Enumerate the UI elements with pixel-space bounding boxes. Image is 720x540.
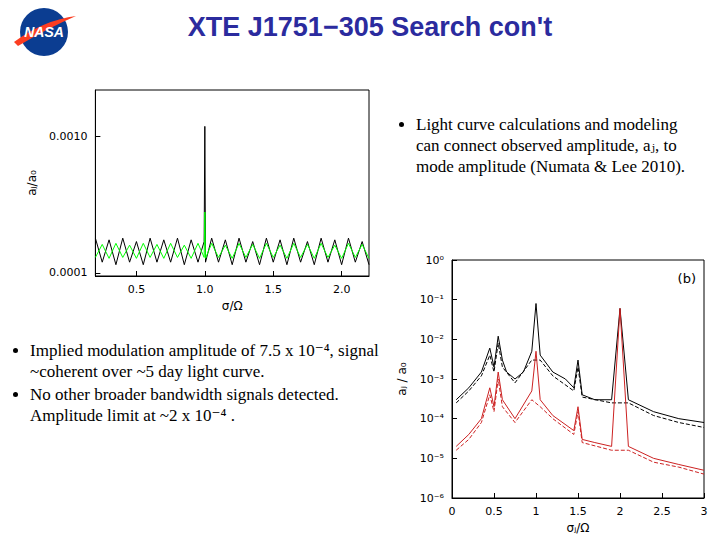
svg-text:10⁻³: 10⁻³: [420, 373, 444, 386]
svg-text:10⁻⁶: 10⁻⁶: [420, 492, 445, 505]
svg-text:10⁻²: 10⁻²: [420, 333, 444, 346]
svg-text:1: 1: [533, 505, 540, 518]
html-text:Light curve calculations and m: Light curve calculations and modeling ca…: [416, 115, 686, 176]
svg-text:σ/Ω: σ/Ω: [222, 299, 243, 313]
svg-text:1.5: 1.5: [264, 283, 282, 296]
svg-text:0.5: 0.5: [128, 283, 146, 296]
svg-text:3: 3: [701, 505, 708, 518]
svg-text:(b): (b): [678, 271, 696, 286]
svg-text:2.5: 2.5: [653, 505, 671, 518]
svg-text:NASA: NASA: [24, 24, 64, 40]
svg-text:aⱼ/a₀: aⱼ/a₀: [25, 170, 39, 196]
html-text:No other broader bandwidth sig: No other broader bandwidth signals detec…: [30, 385, 339, 425]
html-text:Implied modulation amplitude o: Implied modulation amplitude of 7.5 x 10…: [30, 341, 379, 381]
svg-text:10⁻⁵: 10⁻⁵: [420, 452, 444, 465]
svg-text:0.0001: 0.0001: [49, 266, 88, 279]
svg-text:2: 2: [617, 505, 624, 518]
svg-text:1.5: 1.5: [569, 505, 587, 518]
svg-text:10⁻¹: 10⁻¹: [420, 293, 444, 306]
svg-text:10⁻⁴: 10⁻⁴: [420, 412, 445, 425]
svg-text:2.0: 2.0: [333, 283, 351, 296]
svg-text:10⁰: 10⁰: [426, 254, 445, 267]
svg-text:1.0: 1.0: [196, 283, 214, 296]
svg-text:0.0010: 0.0010: [49, 130, 88, 143]
html-text:XTE J1751−305 Search con't: XTE J1751−305 Search con't: [187, 12, 553, 42]
svg-text:σⱼ/Ω: σⱼ/Ω: [567, 521, 590, 535]
svg-text:0: 0: [449, 505, 456, 518]
svg-text:0.5: 0.5: [485, 505, 503, 518]
svg-text:aⱼ / a₀: aⱼ / a₀: [395, 362, 409, 395]
